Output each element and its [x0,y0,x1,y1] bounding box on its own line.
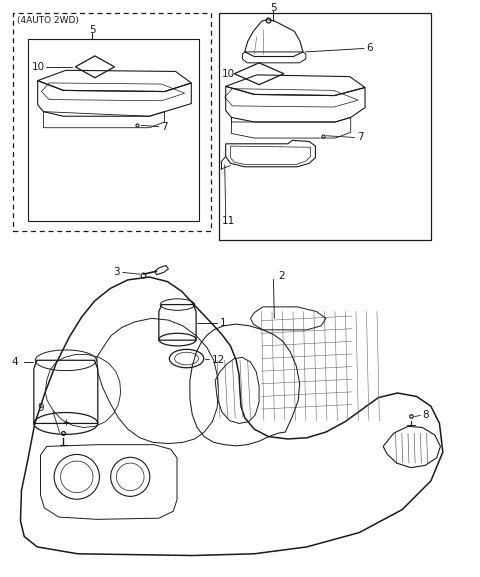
Text: 10: 10 [32,62,45,72]
Text: 12: 12 [211,355,225,365]
Text: 10: 10 [222,69,235,78]
Text: 9: 9 [37,403,44,413]
Text: 2: 2 [278,271,285,281]
Text: 4: 4 [12,357,18,367]
Text: 7: 7 [357,133,363,143]
Text: 5: 5 [270,3,276,13]
Text: (4AUTO 2WD): (4AUTO 2WD) [17,16,79,25]
Bar [28,39,199,221]
Text: 6: 6 [366,43,373,54]
Text: 8: 8 [422,410,429,420]
Text: 3: 3 [113,267,120,278]
Text: 1: 1 [220,318,227,328]
Bar [13,13,211,231]
Text: 5: 5 [89,25,96,35]
Bar [218,13,431,239]
Text: 11: 11 [222,216,235,226]
Text: 7: 7 [161,122,168,132]
